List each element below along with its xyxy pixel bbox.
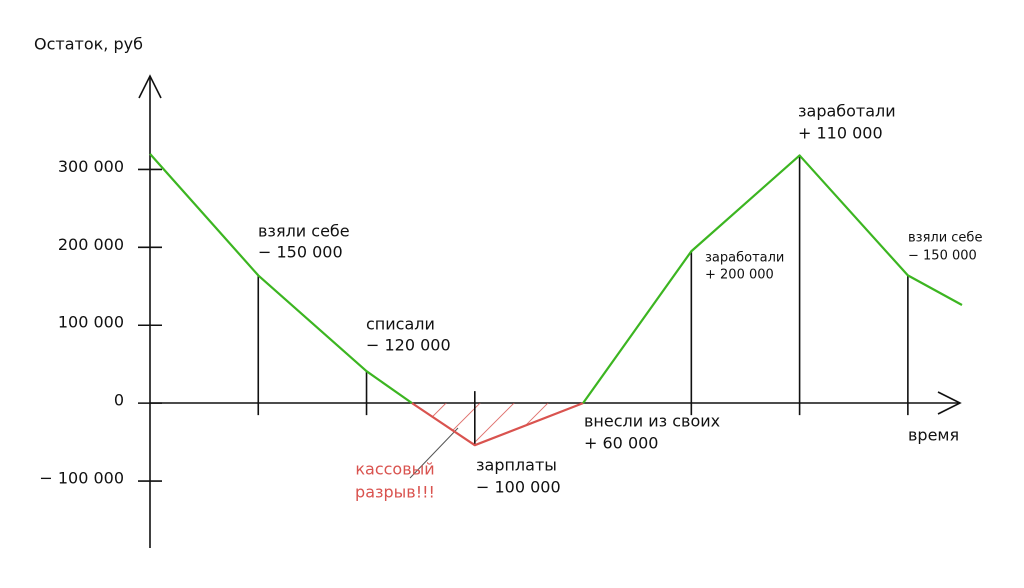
annotation: списали [366, 315, 435, 334]
balance-line [149, 153, 413, 405]
annotation: + 110 000 [798, 124, 883, 143]
y-tick-label: 300 000 [58, 157, 124, 176]
annotation: заработали [798, 102, 896, 121]
x-axis-arrow [937, 391, 962, 415]
annotation: внесли из своих [584, 412, 720, 431]
annotation: заработали [705, 251, 784, 266]
annotation: − 100 000 [476, 478, 561, 497]
gap-label: разрыв!!! [355, 483, 435, 502]
annotation: − 150 000 [908, 249, 977, 264]
annotation: зарплаты [476, 456, 557, 475]
gap-label: кассовый [355, 460, 434, 479]
annotation: + 60 000 [584, 434, 658, 453]
y-axis-label: Остаток, руб [34, 35, 143, 54]
y-tick-label: 100 000 [58, 313, 124, 332]
annotation: взяли себе [258, 222, 350, 241]
y-tick-label: − 100 000 [39, 469, 124, 488]
annotation: − 120 000 [366, 336, 451, 355]
y-tick-label: 0 [114, 391, 124, 410]
x-axis-label: время [908, 426, 959, 445]
y-axis-arrow [138, 74, 162, 99]
gap-line [411, 402, 584, 447]
gap-area [412, 403, 584, 446]
annotation: взяли себе [908, 231, 982, 246]
annotation: + 200 000 [705, 268, 774, 283]
gap-pointer [409, 427, 459, 479]
annotation: − 150 000 [258, 243, 343, 262]
y-tick-label: 200 000 [58, 235, 124, 254]
balance-line [582, 154, 963, 404]
